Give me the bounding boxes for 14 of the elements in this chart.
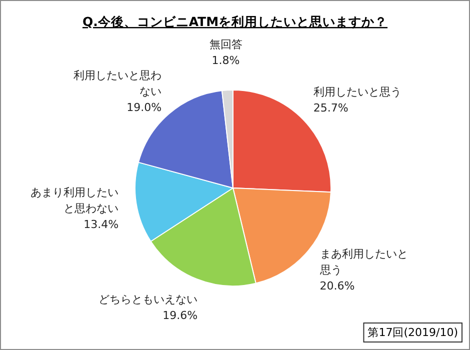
chart-title: Q.今後、コンビニATMを利用したいと思いますか？ — [82, 14, 388, 29]
data-label: 19.0% — [126, 100, 162, 114]
slice-label: 利用したいと思わない — [74, 68, 162, 98]
slice-label: どちらともいえない — [98, 292, 198, 306]
slice-label: 無回答 — [209, 38, 242, 52]
data-label: 1.8% — [212, 54, 240, 68]
data-label: 13.4% — [84, 218, 119, 231]
slice-label: あまり利用したいと思わない — [30, 186, 119, 215]
data-label: 20.6% — [320, 279, 355, 292]
data-label: 25.7% — [313, 101, 348, 114]
text: 第17回(2019/10) — [368, 326, 458, 339]
data-label: 19.6% — [162, 308, 198, 322]
slice-label: 利用したいと思う — [313, 85, 402, 98]
slice-label: まあ利用したいと思う — [318, 247, 408, 276]
